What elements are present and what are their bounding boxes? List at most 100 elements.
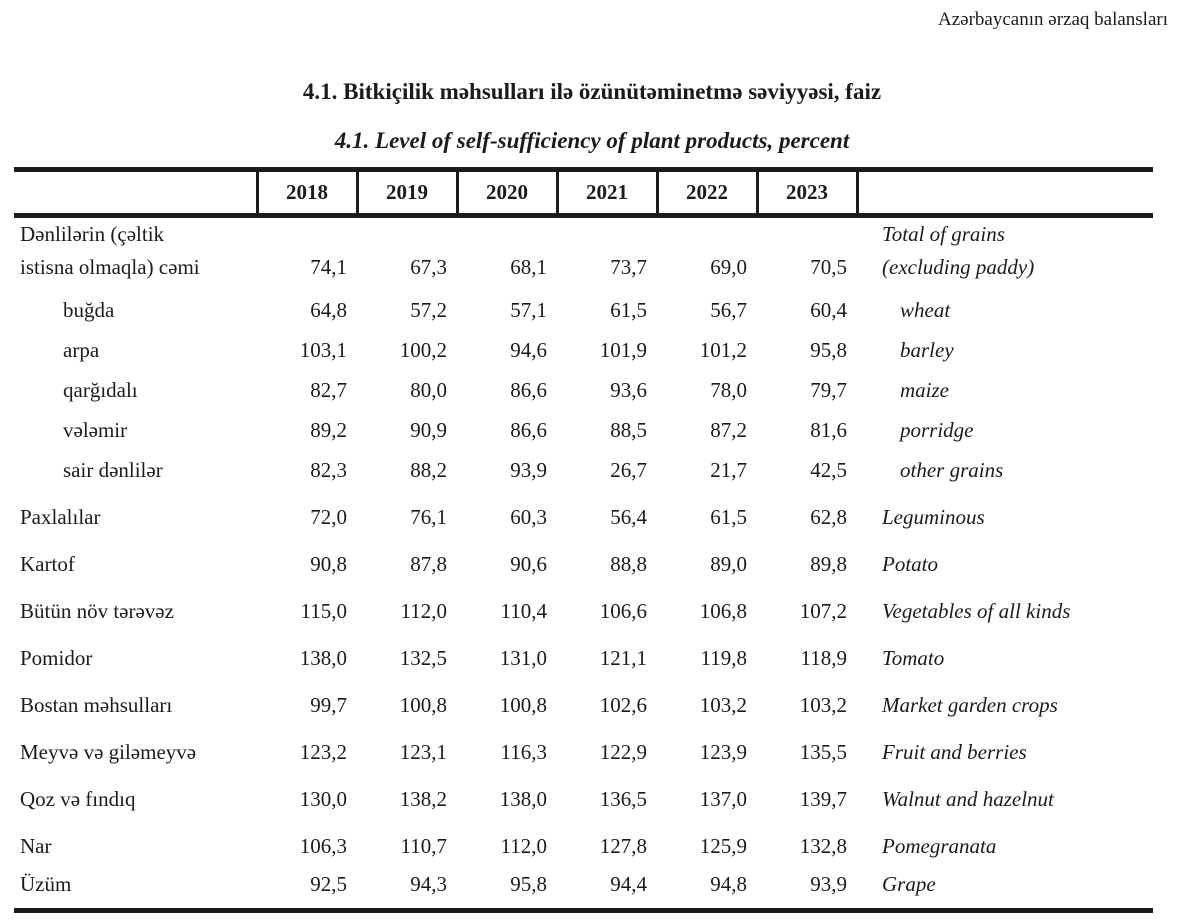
row-label-en-market-garden-crops: Market garden crops — [882, 693, 1058, 717]
value-leguminous-2022: 61,5 — [710, 505, 747, 529]
value-total-grains-2018: 74,1 — [310, 255, 347, 279]
table-row-leguminous: Paxlalılar 72,0 76,1 60,3 56,4 61,5 62,8 Legumi… — [14, 494, 1153, 541]
row-label-az-potato: Kartof — [20, 552, 75, 576]
value-barley-2018: 103,1 — [299, 338, 347, 362]
value-leguminous-2021: 56,4 — [610, 505, 647, 529]
value-grape-2023: 93,9 — [810, 871, 847, 896]
row-label-en-wheat: wheat — [900, 298, 951, 322]
column-header-product-en — [857, 169, 1153, 218]
value-wheat-2019: 57,2 — [410, 298, 447, 322]
row-label-en-porridge: porridge — [900, 418, 974, 442]
value-market-garden-crops-2019: 100,8 — [399, 693, 447, 717]
value-leguminous-2020: 60,3 — [510, 505, 547, 529]
value-barley-2019: 100,2 — [399, 338, 447, 362]
table-row-tomato: Pomidor 138,0 132,5 131,0 121,1 119,8 118,9 Tom… — [14, 635, 1153, 682]
table-row-maize: qarğıdalı 82,7 80,0 86,6 93,6 78,0 79,7 maize — [14, 374, 1153, 414]
value-porridge-2020: 86,6 — [510, 418, 547, 442]
value-maize-2019: 80,0 — [410, 378, 447, 402]
value-leguminous-2018: 72,0 — [310, 505, 347, 529]
value-porridge-2019: 90,9 — [410, 418, 447, 442]
value-leguminous-2019: 76,1 — [410, 505, 447, 529]
table-row-wheat: buğda 64,8 57,2 57,1 61,5 56,7 60,4 wheat — [14, 294, 1153, 334]
value-walnut-and-hazelnut-2020: 138,0 — [499, 787, 547, 811]
value-pomegranate-2018: 106,3 — [299, 834, 347, 858]
value-barley-2023: 95,8 — [810, 338, 847, 362]
column-header-year-2018: 2018 — [255, 169, 359, 218]
value-vegetables-2023: 107,2 — [799, 599, 847, 623]
value-porridge-2021: 88,5 — [610, 418, 647, 442]
column-header-product-az — [14, 169, 257, 218]
table-row-walnut-and-hazelnut: Qoz və fındıq 130,0 138,2 138,0 136,5 137,0 13… — [14, 776, 1153, 823]
value-tomato-2022: 119,8 — [700, 646, 747, 670]
value-market-garden-crops-2020: 100,8 — [499, 693, 547, 717]
self-sufficiency-table: 2018 2019 2020 2021 2022 2023 Dənlilərin… — [14, 167, 1153, 913]
value-tomato-2023: 118,9 — [800, 646, 847, 670]
row-label-az-wheat: buğda — [63, 298, 115, 322]
table-body: Dənlilərin (çəltik istisna olmaqla) cəmi 7… — [14, 216, 1153, 911]
value-vegetables-2019: 112,0 — [400, 599, 447, 623]
value-maize-2018: 82,7 — [310, 378, 347, 402]
value-wheat-2022: 56,7 — [710, 298, 747, 322]
table-row-vegetables: Bütün növ tərəvəz 115,0 112,0 110,4 106,6 106… — [14, 588, 1153, 635]
value-wheat-2018: 64,8 — [310, 298, 347, 322]
value-pomegranate-2021: 127,8 — [599, 834, 647, 858]
table-header-row: 2018 2019 2020 2021 2022 2023 — [14, 169, 1153, 218]
value-market-garden-crops-2021: 102,6 — [599, 693, 647, 717]
value-other-grains-2020: 93,9 — [510, 458, 547, 482]
row-label-az-market-garden-crops: Bostan məhsulları — [20, 693, 173, 717]
row-label-az-total-grains: Dənlilərin (çəltik istisna olmaqla) cəmi — [20, 222, 200, 279]
table-header: 2018 2019 2020 2021 2022 2023 — [14, 169, 1153, 218]
row-label-en-vegetables: Vegetables of all kinds — [882, 599, 1071, 623]
table-title-english: 4.1. Level of self-sufficiency of plant … — [334, 128, 850, 153]
table-row-grape: Üzüm 92,5 94,3 95,8 94,4 94,8 93,9 Grape — [14, 870, 1153, 910]
value-maize-2020: 86,6 — [510, 378, 547, 402]
value-vegetables-2018: 115,0 — [300, 599, 347, 623]
row-label-az-pomegranate: Nar — [20, 834, 52, 858]
value-pomegranate-2023: 132,8 — [799, 834, 847, 858]
value-walnut-and-hazelnut-2021: 136,5 — [599, 787, 647, 811]
value-vegetables-2020: 110,4 — [500, 599, 547, 623]
table-row-fruit-and-berries: Meyvə və giləmeyvə 123,2 123,1 116,3 122,9 12… — [14, 729, 1153, 776]
value-potato-2018: 90,8 — [310, 552, 347, 576]
value-wheat-2023: 60,4 — [810, 298, 847, 322]
row-label-en-walnut-and-hazelnut: Walnut and hazelnut — [882, 787, 1054, 811]
table-row-other-grains: sair dənlilər 82,3 88,2 93,9 26,7 21,7 42,5 oth… — [14, 454, 1153, 494]
value-potato-2022: 89,0 — [710, 552, 747, 576]
value-maize-2021: 93,6 — [610, 378, 647, 402]
row-label-en-grape: Grape — [882, 871, 936, 896]
value-total-grains-2023: 70,5 — [810, 255, 847, 279]
value-walnut-and-hazelnut-2018: 130,0 — [299, 787, 347, 811]
table-row-total-grains: Dənlilərin (çəltik istisna olmaqla) cəmi 7… — [14, 216, 1153, 295]
table-row-barley: arpa 103,1 100,2 94,6 101,9 101,2 95,8 barley — [14, 334, 1153, 374]
row-label-az-walnut-and-hazelnut: Qoz və fındıq — [20, 787, 136, 811]
table-row-porridge: vələmir 89,2 90,9 86,6 88,5 87,2 81,6 porridge — [14, 414, 1153, 454]
value-fruit-and-berries-2023: 135,5 — [799, 740, 847, 764]
value-grape-2021: 94,4 — [610, 871, 647, 896]
value-pomegranate-2020: 112,0 — [500, 834, 547, 858]
value-barley-2020: 94,6 — [510, 338, 547, 362]
value-grape-2019: 94,3 — [410, 871, 447, 896]
value-porridge-2023: 81,6 — [810, 418, 847, 442]
row-label-en-pomegranate: Pomegranata — [882, 834, 997, 858]
row-label-az-maize: qarğıdalı — [63, 378, 138, 402]
row-label-az-fruit-and-berries: Meyvə və giləmeyvə — [20, 740, 197, 764]
value-grape-2022: 94,8 — [710, 871, 747, 896]
value-total-grains-2019: 67,3 — [410, 255, 447, 279]
value-potato-2021: 88,8 — [610, 552, 647, 576]
column-header-year-2021: 2021 — [555, 169, 659, 218]
publication-header: Azərbaycanın ərzaq balansları — [938, 9, 1168, 30]
column-header-year-2020: 2020 — [455, 169, 559, 218]
value-fruit-and-berries-2019: 123,1 — [399, 740, 447, 764]
value-vegetables-2022: 106,8 — [699, 599, 747, 623]
value-other-grains-2022: 21,7 — [710, 458, 747, 482]
row-label-az-porridge: vələmir — [63, 418, 128, 442]
table-title-azerbaijani: 4.1. Bitkiçilik məhsulları ilə özünütəmi… — [302, 79, 882, 104]
value-pomegranate-2019: 110,7 — [400, 834, 447, 858]
value-porridge-2022: 87,2 — [710, 418, 747, 442]
row-label-en-leguminous: Leguminous — [882, 505, 985, 529]
row-label-en-other-grains: other grains — [900, 458, 1004, 482]
value-potato-2020: 90,6 — [510, 552, 547, 576]
row-label-en-fruit-and-berries: Fruit and berries — [882, 740, 1027, 764]
value-vegetables-2021: 106,6 — [599, 599, 647, 623]
